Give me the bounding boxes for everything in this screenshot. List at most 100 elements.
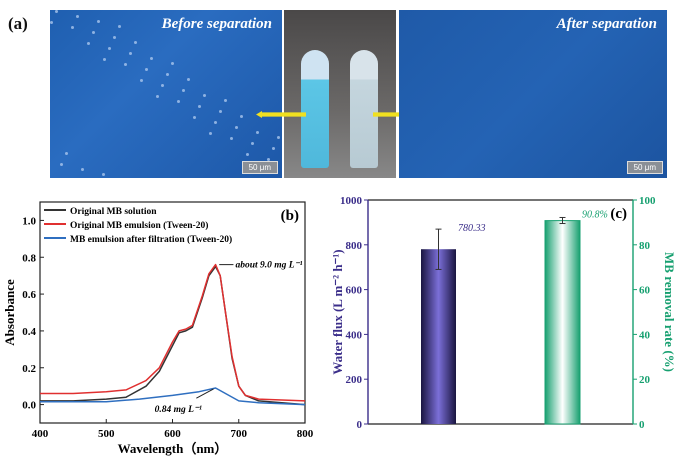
left-tick-label: 400 <box>346 329 363 341</box>
before-separation-micrograph: Before separation 50 μm <box>50 10 282 178</box>
bar-value-label: 780.33 <box>458 223 486 234</box>
left-tick-label: 0 <box>357 419 363 431</box>
left-tick-label: 600 <box>346 285 363 297</box>
droplet <box>71 26 74 29</box>
droplet <box>87 42 90 45</box>
droplet <box>203 94 206 97</box>
x-tick-label: 800 <box>297 428 314 440</box>
panel-b-label: (b) <box>281 208 299 224</box>
droplet <box>240 115 243 118</box>
droplet <box>118 25 121 28</box>
bar-1 <box>544 220 581 425</box>
right-tick-label: 60 <box>639 285 651 297</box>
legend-label: MB emulsion after filtration (Tween-20) <box>70 234 232 245</box>
droplet <box>214 121 217 124</box>
x-tick-label: 500 <box>98 428 115 440</box>
x-tick-label: 400 <box>32 428 49 440</box>
droplet <box>251 142 254 145</box>
droplet <box>209 132 212 135</box>
absorbance-chart: 400 500 600 700 800 0.0 0.2 0.4 0.6 0.8 1.0 Wavelen… <box>2 201 314 456</box>
droplet <box>161 84 164 87</box>
right-tick-label: 20 <box>639 374 651 386</box>
droplet <box>277 136 280 139</box>
arrow-right-icon <box>373 111 423 118</box>
droplet <box>256 131 259 134</box>
scale-bar: 50 μm <box>626 161 663 174</box>
droplet <box>235 126 238 129</box>
droplet <box>97 20 100 23</box>
series-line-2 <box>40 387 306 406</box>
droplet <box>150 57 153 60</box>
bar-value-label: 90.8% <box>582 210 608 221</box>
droplet <box>182 89 185 92</box>
droplet <box>103 58 106 61</box>
left-tick-label: 1000 <box>340 195 363 207</box>
legend-label: Original MB solution <box>70 207 157 217</box>
droplet <box>272 147 275 150</box>
droplet <box>156 95 159 98</box>
droplet <box>65 152 68 155</box>
flux-removal-chart: 0 200 400 600 800 1000 0 20 40 60 80 100 Water flux … <box>330 195 677 431</box>
series-line-1 <box>40 263 306 402</box>
droplet <box>198 105 201 108</box>
droplet <box>124 63 127 66</box>
x-tick-label: 700 <box>231 428 248 440</box>
droplet <box>187 78 190 81</box>
legend-label: Original MB emulsion (Tween-20) <box>70 220 208 231</box>
annotation-filtrate: 0.84 mg L⁻¹ <box>155 405 202 415</box>
y-tick-label: 0.2 <box>22 363 36 375</box>
droplet <box>108 47 111 50</box>
droplet <box>246 153 249 156</box>
left-axis-title: Water flux (L m⁻² h⁻¹) <box>330 249 345 374</box>
droplet <box>230 137 233 140</box>
droplet <box>113 36 116 39</box>
y-tick-label: 0.0 <box>22 400 36 412</box>
clear-filtrate-tube <box>350 50 378 168</box>
droplet <box>134 41 137 44</box>
droplet <box>224 99 227 102</box>
series-line-0 <box>40 265 306 406</box>
before-separation-title: Before separation <box>161 16 272 32</box>
droplet <box>171 62 174 65</box>
droplet <box>102 173 105 176</box>
droplet <box>140 79 143 82</box>
right-tick-label: 100 <box>639 195 656 207</box>
scale-bar: 50 μm <box>241 161 278 174</box>
droplet <box>219 110 222 113</box>
left-tick-label: 200 <box>346 374 363 386</box>
right-tick-label: 80 <box>639 240 651 252</box>
droplet <box>177 100 180 103</box>
droplet <box>81 168 84 171</box>
y-axis-title: Absorbance <box>2 279 17 346</box>
y-tick-label: 0.8 <box>22 252 36 264</box>
droplet <box>267 158 270 161</box>
droplet <box>92 31 95 34</box>
right-tick-label: 40 <box>639 329 651 341</box>
droplet <box>193 116 196 119</box>
annotation-peak: about 9.0 mg L⁻¹ <box>235 261 302 271</box>
droplet <box>55 10 58 13</box>
tubes-photo <box>284 10 396 178</box>
left-tick-label: 800 <box>346 240 363 252</box>
y-tick-label: 0.4 <box>22 326 36 338</box>
annotation-arrow <box>196 388 214 399</box>
charts: 400 500 600 700 8000.00.20.40.60.81.0Wavelen… <box>2 195 677 456</box>
droplet <box>60 163 63 166</box>
x-tick-label: 600 <box>164 428 181 440</box>
droplet <box>166 73 169 76</box>
y-tick-label: 1.0 <box>22 215 36 227</box>
y-tick-label: 0.6 <box>22 289 36 301</box>
droplet <box>145 68 148 71</box>
droplet <box>129 52 132 55</box>
arrow-left-icon <box>256 111 306 118</box>
panel-a-label: (a) <box>8 14 28 33</box>
droplet <box>76 15 79 18</box>
droplet <box>50 21 53 24</box>
bar-0 <box>421 249 456 424</box>
after-separation-micrograph: After separation 50 μm <box>399 10 667 178</box>
blue-emulsion-tube <box>301 50 329 168</box>
right-tick-label: 0 <box>639 419 645 431</box>
panel-c-label: (c) <box>610 206 627 222</box>
after-separation-title: After separation <box>556 16 657 32</box>
right-axis-title: MB removal rate (%) <box>662 252 677 372</box>
